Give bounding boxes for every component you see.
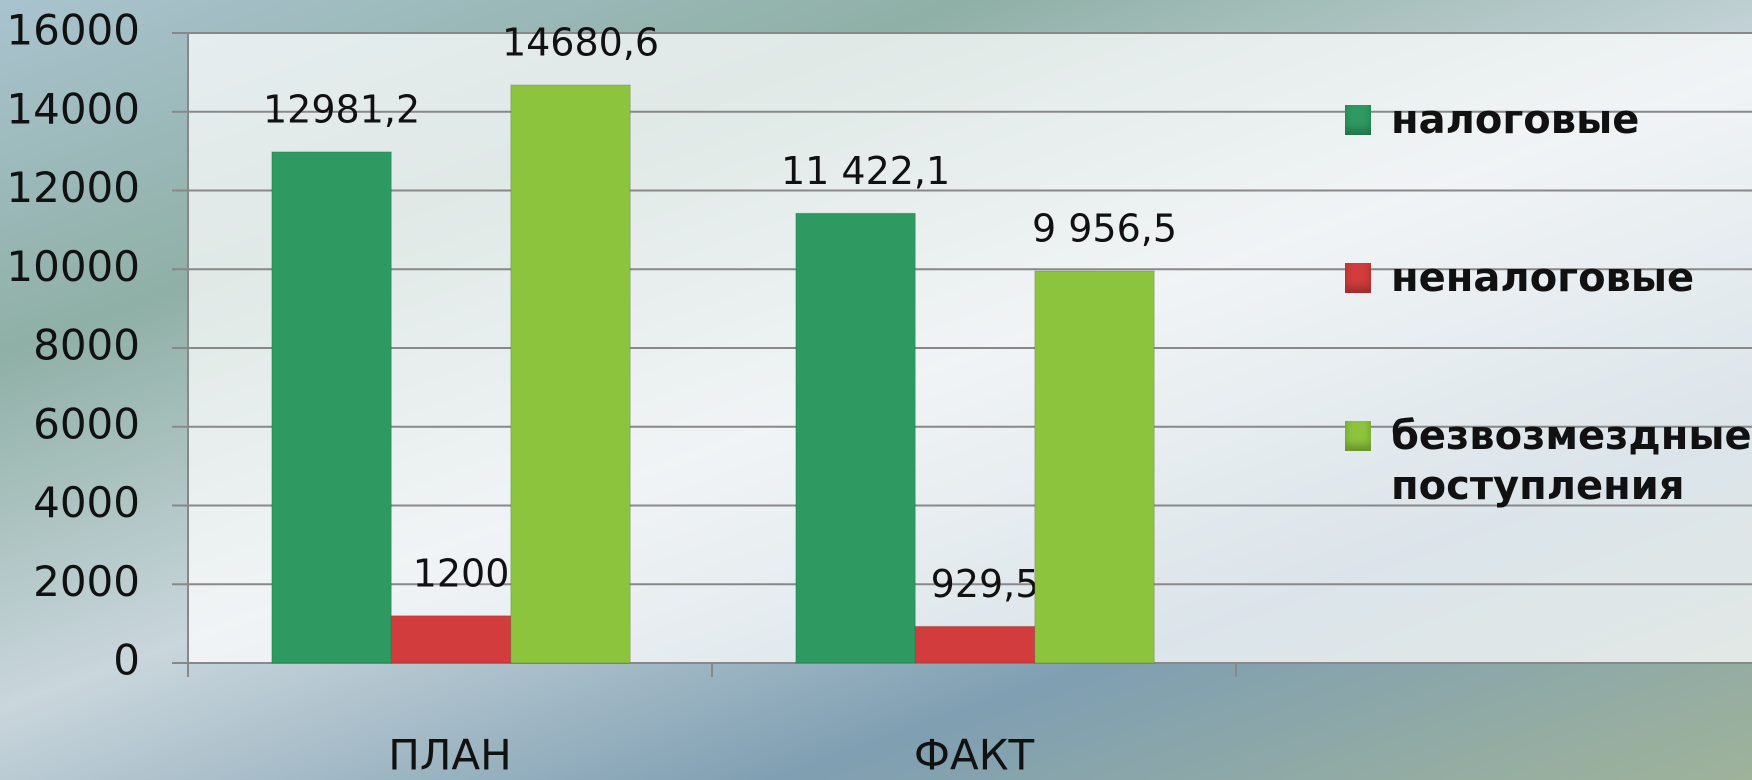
bar [391,616,510,663]
bar [1035,271,1154,663]
data-label: 12981,2 [263,87,420,131]
y-tick-label: 16000 [6,6,140,55]
legend-item: безвозмездные поступления [1345,411,1750,511]
bar [915,626,1034,663]
legend: налоговые неналоговые безвозмездные поступ… [1345,95,1750,619]
data-label: 1200 [413,551,510,595]
y-tick-label: 4000 [33,478,140,527]
y-tick-label: 8000 [33,321,140,370]
legend-label: безвозмездные поступления [1391,411,1752,511]
legend-swatch [1345,105,1371,135]
page: 0 2000 4000 6000 8000 10000 12000 14000 16000 ПЛА… [0,0,1752,780]
y-tick-label: 14000 [6,84,140,133]
legend-label: неналоговые [1391,253,1694,303]
y-tick-label: 6000 [33,399,140,448]
y-tick-label: 2000 [33,557,140,606]
y-tick-label: 10000 [6,242,140,291]
legend-swatch [1345,421,1371,451]
data-label: 929,5 [931,562,1040,606]
y-tick-label: 0 [113,636,140,685]
data-label: 14680,6 [502,20,659,64]
y-tick-label: 12000 [6,163,140,212]
legend-label: налоговые [1391,95,1639,145]
data-label: 9 956,5 [1032,206,1177,250]
x-tick-label: ФАКТ [914,731,1035,780]
bar [796,213,915,663]
data-label: 11 422,1 [781,149,950,193]
legend-item: налоговые [1345,95,1750,145]
legend-item: неналоговые [1345,253,1750,303]
bar [272,152,391,663]
x-tick-label: ПЛАН [388,731,511,780]
legend-swatch [1345,263,1371,293]
bar [511,85,630,663]
